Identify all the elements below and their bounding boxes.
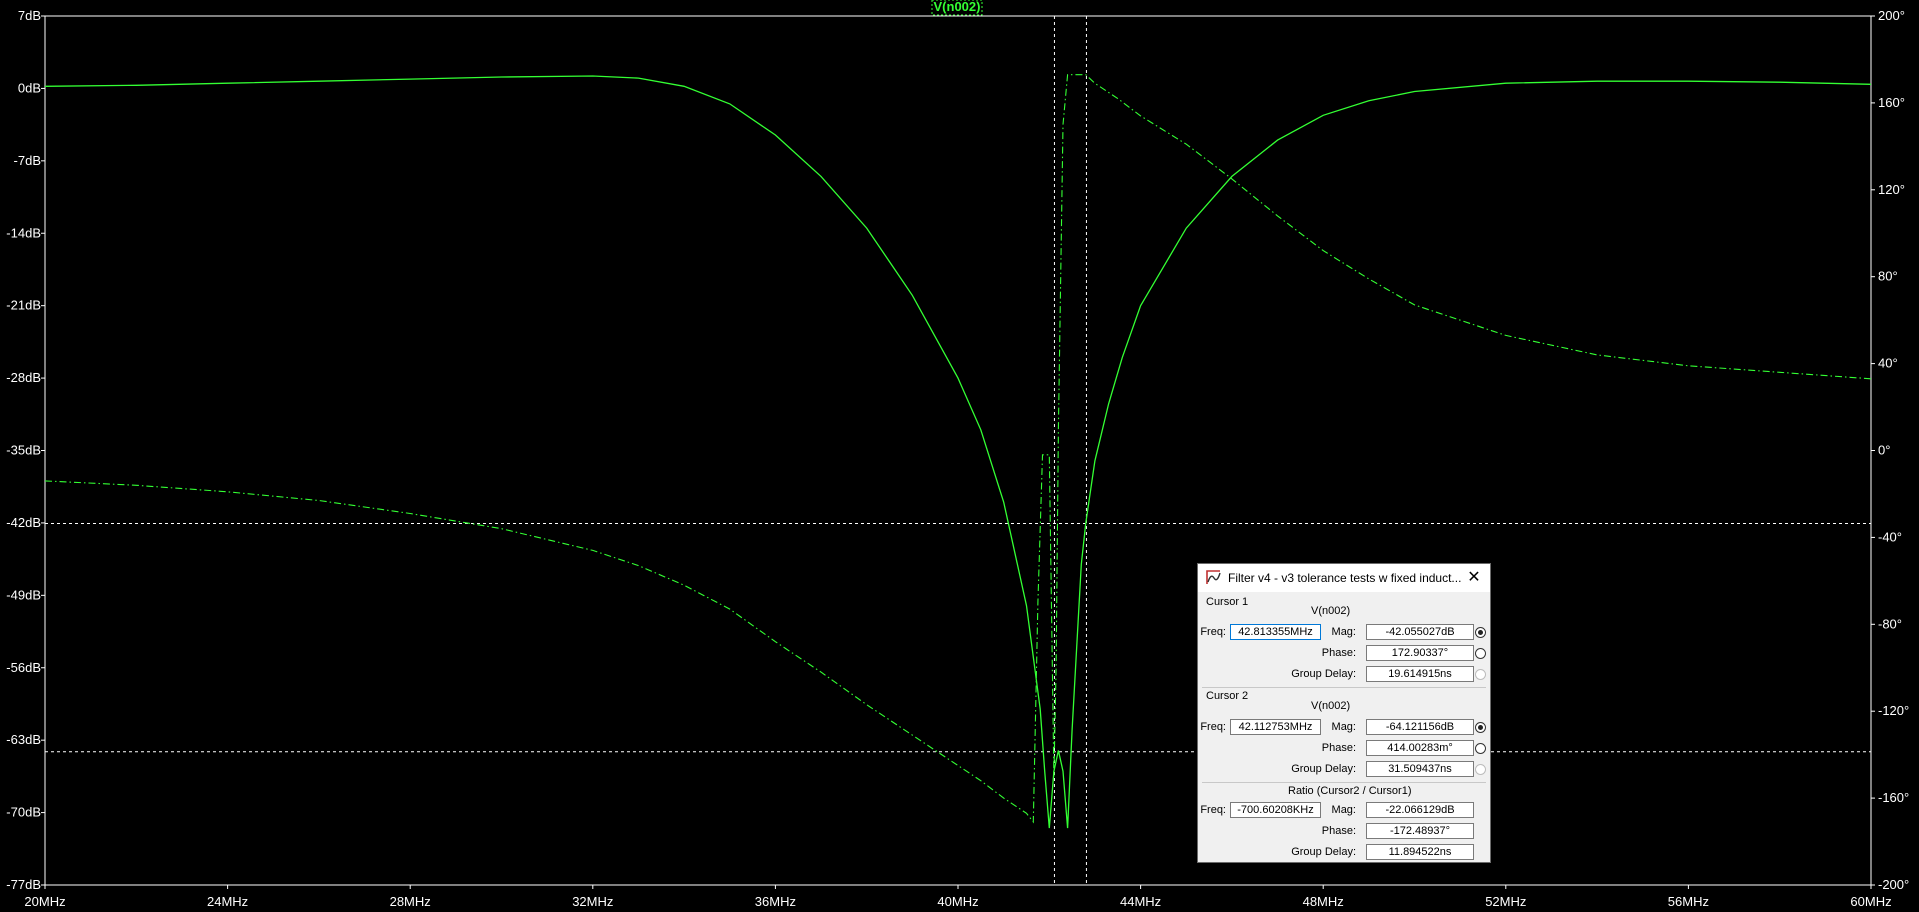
cursor2-phase-radio[interactable] <box>1475 743 1486 754</box>
x-tick-label: 52MHz <box>1485 894 1526 909</box>
x-tick-label: 60MHz <box>1850 894 1891 909</box>
cursor2-freq-label: Freq: <box>1200 721 1226 733</box>
x-tick-label: 40MHz <box>937 894 978 909</box>
ltspice-app-icon <box>1206 570 1221 584</box>
cursor1-heading: Cursor 1 <box>1206 596 1249 608</box>
y-left-tick-label: 7dB <box>18 8 41 23</box>
cursor2-mag-label: Mag: <box>1331 721 1356 733</box>
y-right-tick-label: 200° <box>1878 8 1905 23</box>
y-right-tick-label: 80° <box>1878 269 1898 284</box>
phase-trace <box>44 74 1872 824</box>
y-right-tick-label: -120° <box>1878 703 1909 718</box>
close-icon[interactable]: ✕ <box>1467 569 1481 586</box>
y-right-tick-label: 120° <box>1878 182 1905 197</box>
ratio-gd-label: Group Delay: <box>1291 846 1356 858</box>
x-tick-label: 56MHz <box>1668 894 1709 909</box>
y-left-tick-label: -42dB <box>6 515 41 530</box>
cursor-dialog[interactable]: Filter v4 - v3 tolerance tests w fixed i… <box>1197 563 1491 863</box>
ratio-heading: Ratio (Cursor2 / Cursor1) <box>1288 785 1412 797</box>
y-right-tick-label: -160° <box>1878 790 1909 805</box>
cursor1-mag-radio[interactable] <box>1475 627 1486 638</box>
y-right-tick-label: -40° <box>1878 529 1902 544</box>
cursor2-gd-value[interactable]: 31.509437ns <box>1366 761 1474 777</box>
ratio-phase-label: Phase: <box>1321 825 1356 837</box>
y-right-tick-label: -80° <box>1878 616 1902 631</box>
cursor1-freq-input[interactable]: 42.813355MHz <box>1230 624 1321 640</box>
cursor1-trace: V(n002) <box>1311 605 1351 617</box>
axis-ticks: 20MHz 24MHz 28MHz 32MHz 36MHz 40MHz 44MHz 48MHz… <box>6 8 1909 909</box>
cursor2-trace: V(n002) <box>1311 700 1351 712</box>
y-right-tick-label: 0° <box>1878 443 1890 458</box>
ratio-freq-label: Freq: <box>1200 804 1226 816</box>
ratio-mag-value[interactable]: -22.066129dB <box>1366 802 1474 818</box>
cursor1-phase-radio[interactable] <box>1475 648 1486 659</box>
y-left-tick-label: 0dB <box>18 80 41 95</box>
y-left-tick-label: -28dB <box>6 370 41 385</box>
dialog-title: Filter v4 - v3 tolerance tests w fixed i… <box>1228 571 1462 585</box>
ratio-phase-value[interactable]: -172.48937° <box>1366 823 1474 839</box>
y-right-tick-label: 40° <box>1878 356 1898 371</box>
cursor1-gd-value[interactable]: 19.614915ns <box>1366 666 1474 682</box>
cursor2-mag-value[interactable]: -64.121156dB <box>1366 719 1474 735</box>
x-tick-label: 28MHz <box>390 894 431 909</box>
cursor2-phase-value[interactable]: 414.00283m° <box>1366 740 1474 756</box>
cursor1-gd-label: Group Delay: <box>1291 668 1356 680</box>
cursor2-mag-radio[interactable] <box>1475 722 1486 733</box>
cursor1-mag-value[interactable]: -42.055027dB <box>1366 624 1474 640</box>
separator <box>1202 782 1486 783</box>
y-left-tick-label: -56dB <box>6 660 41 675</box>
y-left-tick-label: -63dB <box>6 732 41 747</box>
x-tick-label: 48MHz <box>1303 894 1344 909</box>
trace-title-box[interactable]: V(n002) <box>931 0 983 16</box>
cursor-lines[interactable] <box>45 16 1871 885</box>
cursor1-phase-value[interactable]: 172.90337° <box>1366 645 1474 661</box>
ratio-freq-value[interactable]: -700.60208KHz <box>1230 802 1321 818</box>
ratio-mag-label: Mag: <box>1331 804 1356 816</box>
cursor2-phase-label: Phase: <box>1321 742 1356 754</box>
y-left-tick-label: -7dB <box>14 153 41 168</box>
x-tick-label: 24MHz <box>207 894 248 909</box>
y-left-tick-label: -35dB <box>6 443 41 458</box>
y-left-tick-label: -77dB <box>6 877 41 892</box>
cursor1-phase-label: Phase: <box>1321 647 1356 659</box>
ratio-gd-value[interactable]: 11.894522ns <box>1366 844 1474 860</box>
trace-title: V(n002) <box>934 0 981 14</box>
dialog-titlebar[interactable]: Filter v4 - v3 tolerance tests w fixed i… <box>1198 564 1490 592</box>
x-tick-label: 32MHz <box>572 894 613 909</box>
separator <box>1202 687 1486 688</box>
y-left-tick-label: -70dB <box>6 805 41 820</box>
x-tick-label: 36MHz <box>755 894 796 909</box>
cursor2-freq-input[interactable]: 42.112753MHz <box>1230 719 1321 735</box>
y-right-tick-label: -200° <box>1878 877 1909 892</box>
cursor2-gd-radio[interactable] <box>1475 764 1486 775</box>
cursor1-mag-label: Mag: <box>1331 626 1356 638</box>
y-left-tick-label: -49dB <box>6 587 41 602</box>
cursor2-gd-label: Group Delay: <box>1291 763 1356 775</box>
cursor2-heading: Cursor 2 <box>1206 690 1249 702</box>
y-left-tick-label: -14dB <box>6 225 41 240</box>
y-left-tick-label: -21dB <box>6 298 41 313</box>
x-tick-label: 20MHz <box>24 894 65 909</box>
x-tick-label: 44MHz <box>1120 894 1161 909</box>
cursor1-gd-radio[interactable] <box>1475 669 1486 680</box>
cursor1-freq-label: Freq: <box>1200 626 1226 638</box>
y-right-tick-label: 160° <box>1878 95 1905 110</box>
